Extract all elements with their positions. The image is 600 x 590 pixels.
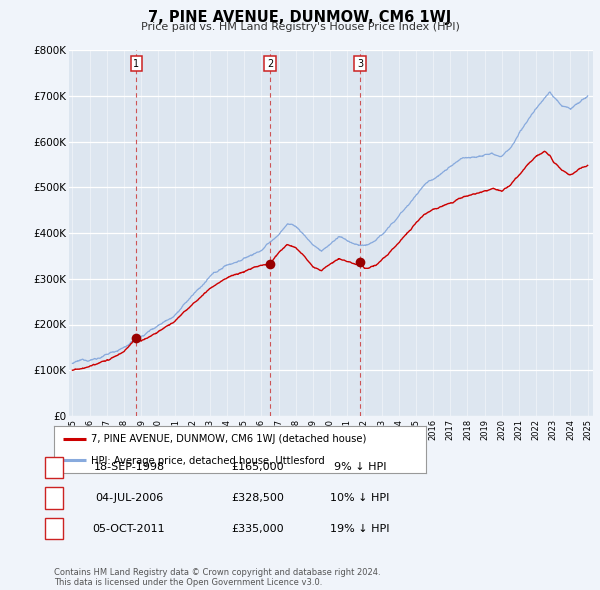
Text: 1: 1 (133, 58, 139, 68)
Text: 05-OCT-2011: 05-OCT-2011 (92, 524, 166, 533)
Text: 9% ↓ HPI: 9% ↓ HPI (334, 463, 386, 472)
Text: 3: 3 (357, 58, 364, 68)
Text: 2: 2 (50, 493, 58, 503)
Text: 04-JUL-2006: 04-JUL-2006 (95, 493, 163, 503)
Text: 3: 3 (50, 524, 58, 533)
Text: 10% ↓ HPI: 10% ↓ HPI (331, 493, 389, 503)
Text: 7, PINE AVENUE, DUNMOW, CM6 1WJ (detached house): 7, PINE AVENUE, DUNMOW, CM6 1WJ (detache… (91, 434, 367, 444)
Text: Price paid vs. HM Land Registry's House Price Index (HPI): Price paid vs. HM Land Registry's House … (140, 22, 460, 32)
Text: £335,000: £335,000 (232, 524, 284, 533)
Text: £328,500: £328,500 (232, 493, 284, 503)
Text: 1: 1 (50, 463, 58, 472)
Text: £165,000: £165,000 (232, 463, 284, 472)
Text: HPI: Average price, detached house, Uttlesford: HPI: Average price, detached house, Uttl… (91, 456, 325, 466)
Text: 7, PINE AVENUE, DUNMOW, CM6 1WJ: 7, PINE AVENUE, DUNMOW, CM6 1WJ (148, 10, 452, 25)
Text: Contains HM Land Registry data © Crown copyright and database right 2024.
This d: Contains HM Land Registry data © Crown c… (54, 568, 380, 587)
Text: 2: 2 (267, 58, 273, 68)
Text: 18-SEP-1998: 18-SEP-1998 (94, 463, 164, 472)
Text: 19% ↓ HPI: 19% ↓ HPI (330, 524, 390, 533)
